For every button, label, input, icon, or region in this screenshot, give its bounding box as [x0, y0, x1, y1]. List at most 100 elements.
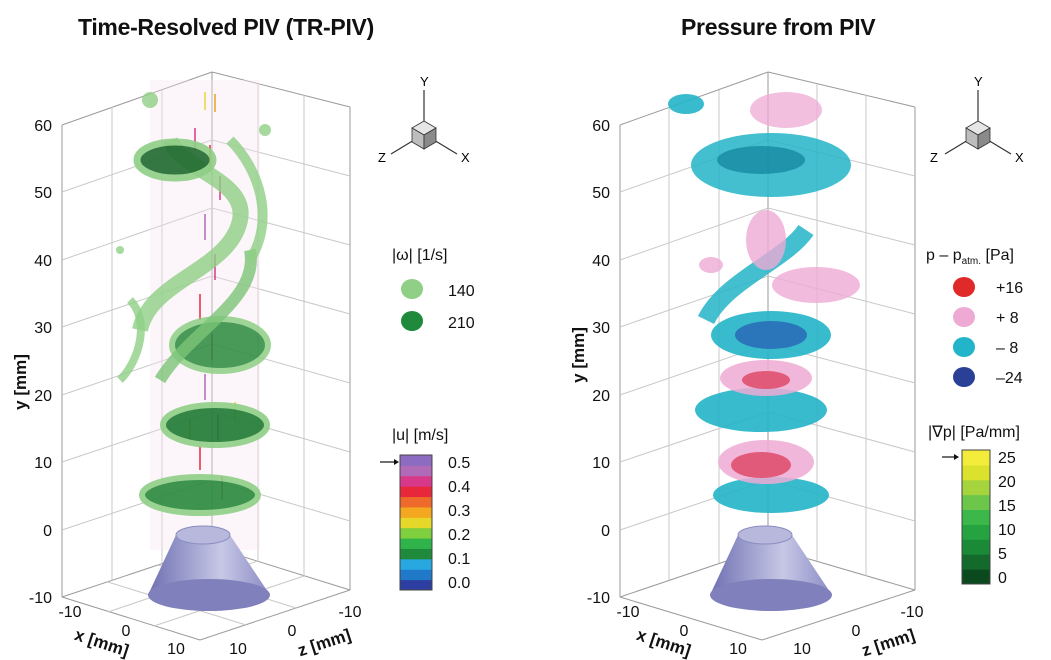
- colorbar-scale: [961, 449, 991, 585]
- triad-x-label: X: [461, 150, 470, 165]
- z-tick: 10: [793, 641, 811, 658]
- x-tick: -10: [616, 604, 639, 621]
- pressure-3d-plot: 60 50 40 30 20 10 0 -10 y [mm] -10 0 10 …: [569, 71, 1024, 660]
- y-tick: 40: [592, 253, 610, 270]
- colorbar-segment: [400, 527, 432, 539]
- legend-item-label: –24: [996, 370, 1023, 387]
- colorbar-tick: 10: [998, 522, 1016, 539]
- left-panel-tr-piv: Time-Resolved PIV (TR-PIV): [11, 14, 475, 660]
- vorticity-legend-title: |ω| [1/s]: [392, 247, 447, 264]
- right-panel-pressure: Pressure from PIV: [526, 0, 1051, 660]
- colorbar-segment: [962, 509, 990, 525]
- z-axis: -10 0 10 z [mm]: [229, 604, 362, 660]
- pressure-gradient-colorbar: |∇p| [Pa/mm] 25 20 15 10 5 0: [928, 424, 1020, 587]
- y-tick: -10: [587, 590, 610, 607]
- legend-item-label: + 8: [996, 310, 1019, 327]
- pressure-isosurfaces: [668, 92, 860, 513]
- colorbar-segment: [962, 554, 990, 570]
- legend-item-label: 140: [448, 283, 475, 300]
- vorticity-isosurfaces: [116, 92, 271, 516]
- legend-swatch: [401, 279, 423, 299]
- colorbar-segment: [962, 450, 990, 466]
- colorbar-title: |∇p| [Pa/mm]: [928, 424, 1020, 441]
- colorbar-scale: [399, 454, 433, 591]
- tr-piv-3d-plot: 60 50 40 30 20 10 0 -10 y [mm] -10 0 10 …: [11, 71, 475, 660]
- colorbar-tick: 0.4: [448, 479, 470, 496]
- y-axis-label: y [mm]: [11, 354, 30, 410]
- colorbar-frame: [961, 449, 991, 585]
- vorticity-legend: |ω| [1/s] 140 210: [392, 247, 475, 332]
- colorbar-tick: 25: [998, 450, 1016, 467]
- pressure-legend-title: p – patm. [Pa]: [926, 247, 1014, 267]
- y-axis: 60 50 40 30 20 10 0 -10 y [mm]: [11, 118, 52, 607]
- x-tick: 10: [729, 641, 747, 658]
- y-tick: 10: [592, 455, 610, 472]
- z-tick: 0: [288, 623, 297, 640]
- x-tick: 10: [167, 641, 185, 658]
- triad-z-label: Z: [930, 150, 938, 165]
- orientation-triad: Y Z X: [378, 74, 470, 165]
- x-axis: -10 0 10 x [mm]: [616, 604, 747, 660]
- y-tick: 50: [34, 185, 52, 202]
- y-tick: 40: [34, 253, 52, 270]
- y-tick: 20: [592, 388, 610, 405]
- y-tick: -10: [29, 590, 52, 607]
- triad-z-label: Z: [378, 150, 386, 165]
- legend-item-label: – 8: [996, 340, 1018, 357]
- nozzle: [710, 525, 832, 611]
- colorbar-segment: [962, 524, 990, 540]
- panel-title: Pressure from PIV: [681, 14, 876, 40]
- colorbar-tick: 0.1: [448, 551, 470, 568]
- legend-swatch: [953, 277, 975, 297]
- y-tick: 10: [34, 455, 52, 472]
- colorbar-tick: 0.2: [448, 527, 470, 544]
- triad-x-label: X: [1015, 150, 1024, 165]
- y-tick: 0: [601, 523, 610, 540]
- y-tick: 50: [592, 185, 610, 202]
- colorbar-segment: [400, 569, 432, 581]
- colorbar-tick: 0.0: [448, 575, 470, 592]
- colorbar-segment: [400, 496, 432, 508]
- colorbar-tick: 0.3: [448, 503, 470, 520]
- colorbar-segment: [400, 517, 432, 529]
- colorbar-frame: [399, 454, 433, 591]
- legend-swatch: [953, 337, 975, 357]
- colorbar-segment: [400, 465, 432, 477]
- legend-item-label: +16: [996, 280, 1023, 297]
- triad-y-label: Y: [420, 74, 429, 89]
- z-tick: 0: [852, 623, 861, 640]
- y-tick: 20: [34, 388, 52, 405]
- pressure-legend: p – patm. [Pa] +16 + 8 – 8 –24: [926, 247, 1023, 387]
- colorbar-segment: [962, 479, 990, 496]
- x-tick: -10: [58, 604, 81, 621]
- z-axis-label: z [mm]: [859, 625, 917, 660]
- nozzle: [148, 525, 270, 611]
- x-tick: 0: [680, 623, 689, 640]
- legend-item-label: 210: [448, 315, 475, 332]
- colorbar-tick: 0: [998, 570, 1007, 587]
- colorbar-title: |u| [m/s]: [392, 427, 448, 444]
- colorbar-segment: [400, 455, 432, 466]
- y-tick: 30: [34, 320, 52, 337]
- x-tick: 0: [122, 623, 131, 640]
- colorbar-segment: [400, 558, 432, 570]
- y-tick: 60: [34, 118, 52, 135]
- y-tick: 30: [592, 320, 610, 337]
- legend-swatch: [953, 307, 975, 327]
- colorbar-tick: 5: [998, 546, 1007, 563]
- y-axis-label: y [mm]: [569, 327, 588, 383]
- y-tick: 60: [592, 118, 610, 135]
- colorbar-segment: [400, 548, 432, 560]
- z-tick: -10: [338, 604, 361, 621]
- z-tick: -10: [900, 604, 923, 621]
- colorbar-segment: [400, 475, 432, 487]
- z-axis: -10 0 10 z [mm]: [793, 604, 924, 660]
- y-axis: 60 50 40 30 20 10 0 -10 y [mm]: [569, 118, 610, 607]
- orientation-triad: Y Z X: [930, 74, 1024, 165]
- legend-swatch: [401, 311, 423, 331]
- velocity-colorbar: |u| [m/s] 0.5 0.4 0.3 0.2 0.1 0.0: [380, 427, 470, 592]
- colorbar-segment: [962, 464, 990, 481]
- colorbar-tick: 20: [998, 474, 1016, 491]
- colorbar-segment: [962, 494, 990, 511]
- colorbar-tick: 0.5: [448, 455, 470, 472]
